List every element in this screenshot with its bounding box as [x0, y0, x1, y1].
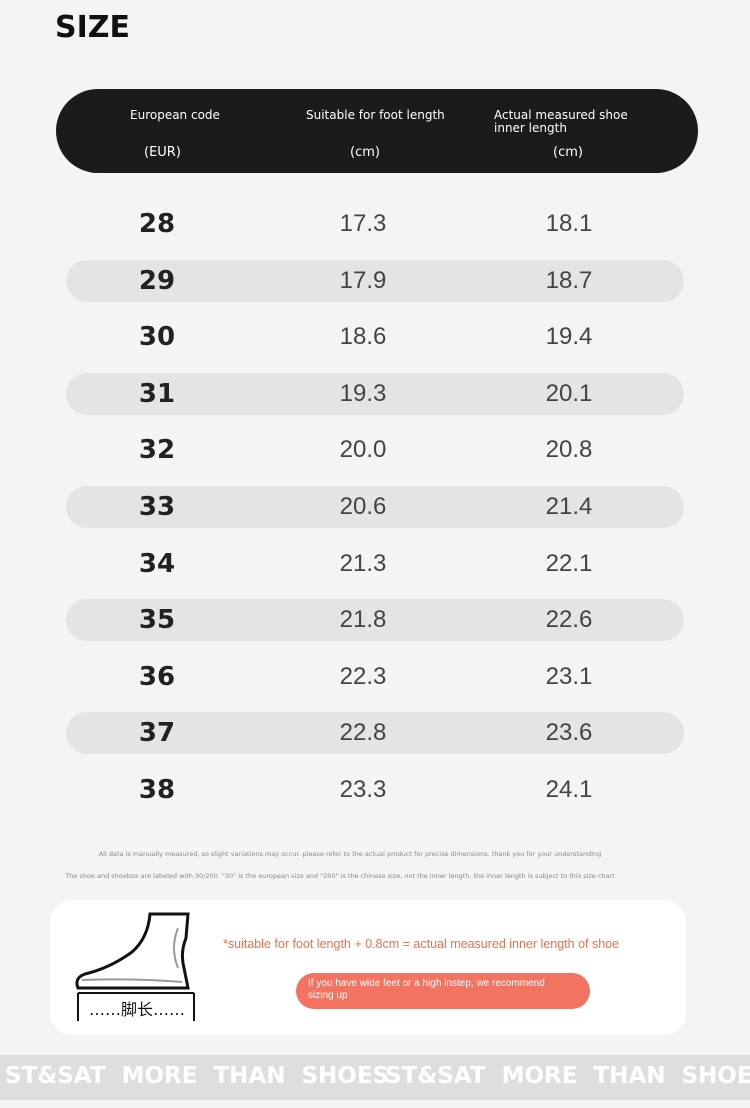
header-label: Actual measured shoe inner length: [494, 108, 628, 135]
table-cell: 20.0: [339, 436, 387, 464]
table-cell: 21.8: [339, 606, 387, 634]
table-cell: 21.4: [545, 493, 593, 520]
table-cell: 33: [138, 492, 176, 522]
table-cell: 29: [138, 265, 176, 296]
foot-icon: [75, 912, 195, 1021]
button-text: If you have wide feet or a high instep, …: [308, 978, 545, 1001]
table-cell: 20.1: [545, 379, 593, 407]
table-row: 35 21.8 22.6: [66, 599, 684, 642]
table-row: 29 17.9 18.7: [66, 259, 684, 302]
table-row: 31 19.3 20.1: [66, 372, 684, 415]
footer-text: ST&SAT MORE THAN SHOES: [385, 1063, 750, 1089]
table-cell: 30: [138, 322, 176, 353]
title: SIZE: [55, 10, 131, 45]
table-cell: 20.8: [545, 436, 593, 464]
table-cell: 23.1: [545, 662, 593, 690]
table-cell: 18.1: [545, 210, 593, 237]
table-cell: 36: [138, 661, 176, 692]
footer-band: [0, 1055, 750, 1100]
table-cell: 35: [138, 605, 176, 636]
header-label: Suitable for foot length: [306, 108, 445, 122]
table-header: European code (EUR) Suitable for foot leng…: [56, 89, 698, 173]
table-row: 36 22.3 23.1: [66, 656, 684, 698]
table-row: 32 20.0 20.8: [66, 429, 684, 471]
table-cell: 17.3: [339, 210, 387, 237]
table-cell: 22.8: [339, 719, 387, 747]
table-cell: 21.3: [339, 549, 387, 577]
note: All data is manually measured, so slight…: [98, 850, 602, 858]
table-row: 38 23.3 24.1: [66, 769, 684, 811]
tip-box: [50, 900, 686, 1035]
foot-label: ……脚长……: [88, 1000, 185, 1019]
table-cell: 23.6: [545, 719, 593, 747]
table-cell: 19.4: [545, 323, 593, 351]
table-cell: 18.7: [545, 266, 593, 294]
table-cell: 22.6: [545, 606, 593, 634]
table-row: 28 17.3 18.1: [66, 203, 684, 245]
table-cell: 18.6: [339, 323, 387, 351]
formula: *suitable for foot length + 0.8cm = actu…: [223, 937, 620, 951]
table-cell: 28: [138, 209, 176, 239]
table-cell: 20.6: [339, 493, 387, 520]
table-cell: 22.1: [545, 549, 593, 577]
table-cell: 24.1: [545, 776, 593, 803]
footer-text: ST&SAT MORE THAN SHOES: [5, 1063, 390, 1089]
table-cell: 22.3: [339, 662, 387, 690]
header-unit: (EUR): [144, 145, 181, 160]
table-cell: 23.3: [339, 776, 387, 803]
table-cell: 17.9: [339, 266, 387, 294]
table-cell: 37: [138, 718, 176, 749]
table-cell: 38: [138, 775, 176, 805]
table-row: 37 22.8 23.6: [66, 712, 684, 755]
table-cell: 32: [138, 435, 176, 466]
recommend-button[interactable]: If you have wide feet or a high instep, …: [296, 973, 590, 1009]
table-cell: 34: [138, 548, 176, 579]
header-unit: (cm): [553, 145, 583, 160]
header-unit: (cm): [350, 145, 380, 160]
header-label: European code: [130, 108, 220, 122]
table-cell: 31: [138, 378, 176, 409]
table-row: 33 20.6 21.4: [66, 486, 684, 528]
table-row: 34 21.3 22.1: [66, 543, 684, 585]
table-row: 30 18.6 19.4: [66, 316, 684, 358]
note: The shoe and shoebox are labeled with 30…: [65, 872, 615, 880]
table-cell: 19.3: [339, 379, 387, 407]
